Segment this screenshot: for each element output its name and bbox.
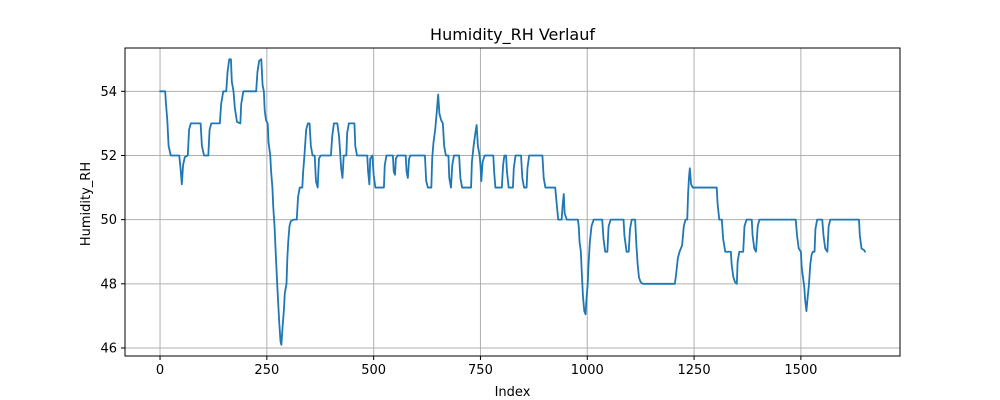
x-axis-label: Index <box>495 385 531 400</box>
x-tick-label: 1500 <box>784 363 817 378</box>
y-tick-label: 52 <box>100 149 117 164</box>
y-tick-label: 50 <box>100 213 117 228</box>
plot-lines <box>159 58 866 346</box>
x-tick-label: 1000 <box>571 363 604 378</box>
x-axis-ticks: 0 250 500 750 1000 1250 1500 <box>156 356 817 378</box>
y-axis-ticks: 46 48 50 52 54 <box>100 85 125 356</box>
x-tick-label: 250 <box>254 363 279 378</box>
y-tick-label: 46 <box>100 341 117 356</box>
chart-title: Humidity_RH Verlauf <box>430 25 595 45</box>
plot-frame <box>124 47 901 357</box>
x-tick-label: 750 <box>468 363 493 378</box>
y-tick-label: 54 <box>100 85 117 100</box>
y-axis-label: Humidity_RH <box>79 162 94 246</box>
y-tick-label: 48 <box>100 277 117 292</box>
x-tick-label: 0 <box>156 363 164 378</box>
x-tick-label: 500 <box>361 363 386 378</box>
series-line-0 <box>159 58 866 346</box>
x-tick-label: 1250 <box>678 363 711 378</box>
